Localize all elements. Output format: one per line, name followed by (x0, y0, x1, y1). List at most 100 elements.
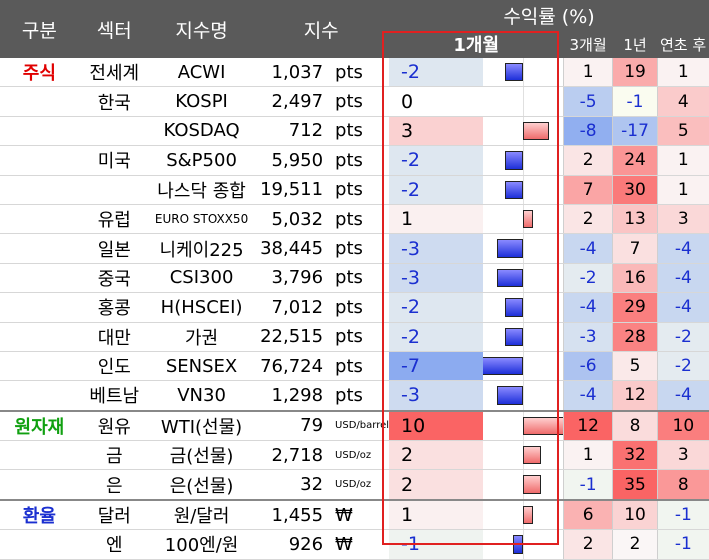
index-value: 926 (253, 529, 330, 560)
index-value: 19,511 (253, 175, 330, 205)
table-row: 홍콩 H(HSCEI) 7,012 pts -2 -4 29 -4 (0, 292, 709, 323)
index-unit: pts (329, 292, 390, 323)
group-label (0, 440, 79, 471)
bar-fill (504, 151, 523, 170)
bar-axis (522, 322, 524, 351)
return-1m-bar (482, 440, 564, 471)
return-1m-bar (482, 410, 564, 442)
group-label (0, 469, 79, 501)
return-1m-bar (482, 292, 564, 323)
group-label (0, 322, 79, 352)
index-name: KOSPI (149, 86, 254, 117)
bar-fill (522, 209, 533, 229)
return-ytd: -1 (656, 529, 709, 560)
return-ytd: -4 (656, 292, 709, 323)
return-1m-bar (482, 116, 564, 147)
index-unit: pts (329, 175, 390, 205)
return-y1: 12 (612, 380, 658, 412)
index-unit: ₩ (329, 529, 390, 560)
group-label (0, 116, 79, 147)
return-m3: 2 (562, 204, 613, 235)
table-row: 베트남 VN30 1,298 pts -3 -4 12 -4 (0, 380, 709, 412)
index-name: S&P500 (149, 145, 254, 176)
table-row: 인도 SENSEX 76,724 pts -7 -6 5 -2 (0, 351, 709, 382)
index-name: 은(선물) (149, 469, 254, 501)
return-1m: 3 (389, 116, 483, 147)
table-row: 유럽 EURO STOXX50 5,032 pts 1 2 13 3 (0, 204, 709, 235)
index-unit: USD/oz (329, 440, 390, 471)
table-row: 중국 CSI300 3,796 pts -3 -2 16 -4 (0, 263, 709, 294)
return-1m-bar (482, 233, 564, 264)
sector-label: 원유 (78, 410, 150, 442)
index-name: 100엔/원 (149, 529, 254, 560)
return-1m-bar (482, 175, 564, 205)
return-1m-bar (482, 58, 564, 88)
bar-axis (522, 351, 524, 380)
group-label (0, 233, 79, 264)
return-1m: 1 (389, 204, 483, 235)
return-m3: 1 (562, 58, 613, 88)
return-1m: 1 (389, 499, 483, 531)
group-label (0, 204, 79, 235)
index-value: 22,515 (253, 322, 330, 352)
sector-label: 베트남 (78, 380, 150, 412)
return-ytd: 3 (656, 204, 709, 235)
return-1m-bar (482, 529, 564, 560)
return-y1: 28 (612, 322, 658, 352)
sector-label: 금 (78, 440, 150, 471)
bar-axis (522, 293, 524, 322)
return-m3: 1 (562, 440, 613, 471)
bar-fill (496, 239, 523, 258)
sector-label: 인도 (78, 351, 150, 382)
index-name: WTI(선물) (149, 410, 254, 442)
bar-axis (522, 146, 524, 175)
return-m3: -3 (562, 322, 613, 352)
return-ytd: -4 (656, 380, 709, 412)
bar-fill (504, 298, 523, 317)
index-value: 5,950 (253, 145, 330, 176)
return-1m: -2 (389, 322, 483, 352)
header-index-name: 지수명 (149, 0, 254, 58)
group-label: 주식 (0, 58, 79, 88)
bar-axis (522, 381, 524, 409)
index-value: 76,724 (253, 351, 330, 382)
group-label: 환율 (0, 499, 79, 531)
return-y1: 10 (612, 499, 658, 531)
return-ytd: -4 (656, 233, 709, 264)
return-1m: 0 (389, 86, 483, 117)
return-1m: -3 (389, 233, 483, 264)
return-1m: -3 (389, 380, 483, 412)
return-y1: -1 (612, 86, 658, 117)
return-ytd: 3 (656, 440, 709, 471)
return-1m: 10 (389, 410, 483, 442)
bar-fill (512, 535, 523, 554)
table-row: 일본 니케이225 38,445 pts -3 -4 7 -4 (0, 233, 709, 264)
header-sector: 섹터 (78, 0, 150, 58)
return-ytd: -1 (656, 499, 709, 531)
return-m3: -4 (562, 380, 613, 412)
bar-axis (522, 87, 524, 116)
sector-label (78, 116, 150, 147)
return-1m: -3 (389, 263, 483, 294)
sector-label: 은 (78, 469, 150, 501)
return-1m: -2 (389, 292, 483, 323)
return-ytd: 8 (656, 469, 709, 501)
index-value: 1,298 (253, 380, 330, 412)
bar-fill (522, 475, 541, 494)
return-m3: -4 (562, 233, 613, 264)
return-1m-bar (482, 351, 564, 382)
return-m3: 2 (562, 145, 613, 176)
bar-axis (522, 58, 524, 86)
bar-axis (522, 175, 524, 204)
group-label (0, 292, 79, 323)
index-name: 가권 (149, 322, 254, 352)
header-3m: 3개월 (563, 30, 613, 58)
sector-label (78, 175, 150, 205)
index-value: 1,455 (253, 499, 330, 531)
bar-fill (522, 446, 541, 465)
bar-fill (522, 121, 549, 141)
index-unit: USD/oz (329, 469, 390, 501)
return-1m: -2 (389, 145, 483, 176)
